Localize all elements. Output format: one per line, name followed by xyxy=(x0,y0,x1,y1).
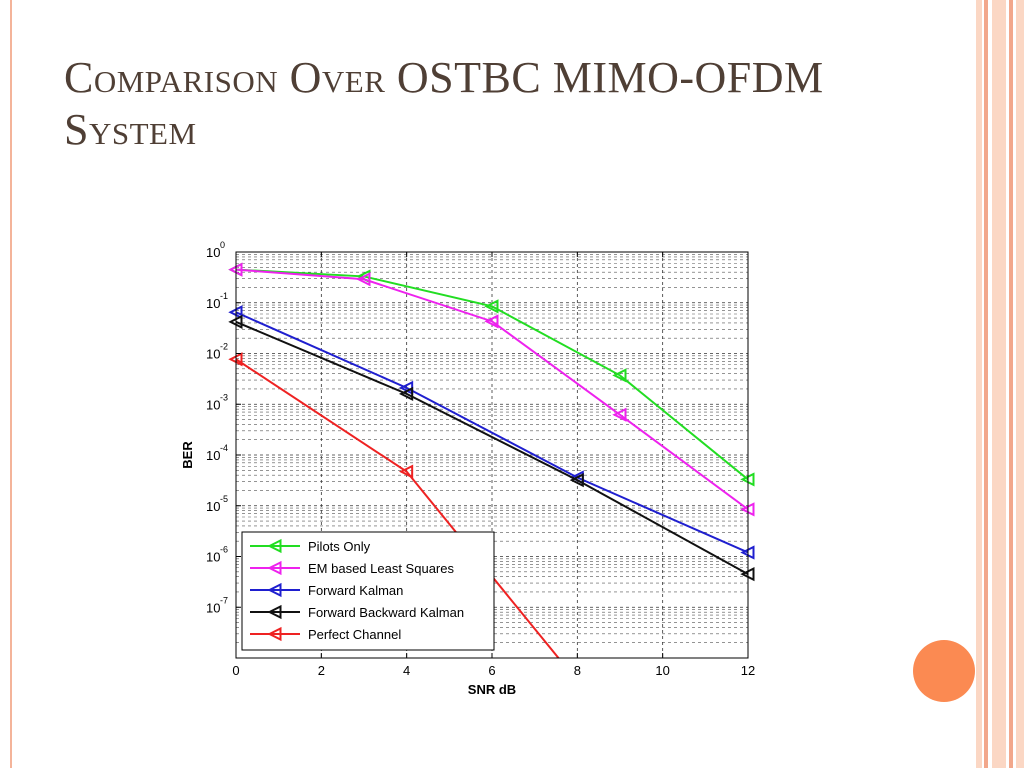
series-marker xyxy=(267,560,282,576)
series-line xyxy=(236,320,748,575)
series-marker xyxy=(267,626,282,642)
series-marker xyxy=(356,272,371,287)
y-tick-label-exponent: -5 xyxy=(220,494,228,504)
deco-band xyxy=(1009,0,1013,768)
y-tick-label-base: 10 xyxy=(206,499,220,514)
series-marker xyxy=(484,314,499,329)
y-tick-label-base: 10 xyxy=(206,550,220,565)
y-tick-label-exponent: -2 xyxy=(220,342,228,352)
series-marker xyxy=(612,368,627,383)
legend-label: Forward Kalman xyxy=(308,583,403,598)
y-tick-label-base: 10 xyxy=(206,296,220,311)
series-line xyxy=(236,311,748,554)
legend-label: Perfect Channel xyxy=(308,627,401,642)
left-decorative-rule xyxy=(10,0,12,768)
x-tick-label: 0 xyxy=(232,663,239,678)
series-marker xyxy=(398,464,414,479)
legend-label: Forward Backward Kalman xyxy=(308,605,464,620)
series-line xyxy=(236,268,748,511)
y-tick-label-exponent: -7 xyxy=(220,595,228,605)
x-axis-label: SNR dB xyxy=(468,682,516,697)
series-marker xyxy=(484,299,499,314)
y-tick-label-base: 10 xyxy=(206,600,220,615)
x-tick-label: 8 xyxy=(574,663,581,678)
x-tick-label: 10 xyxy=(655,663,669,678)
decorative-orange-circle xyxy=(913,640,975,702)
y-tick-label-base: 10 xyxy=(206,245,220,260)
x-tick-label: 6 xyxy=(488,663,495,678)
x-tick-label: 2 xyxy=(318,663,325,678)
legend-label: Pilots Only xyxy=(308,539,371,554)
y-axis-label: BER xyxy=(180,441,195,469)
deco-band xyxy=(992,0,1006,768)
series-marker xyxy=(398,386,414,402)
deco-band xyxy=(984,0,988,768)
y-tick-label-exponent: -3 xyxy=(220,392,228,402)
ber-chart: 0 2 4 6 8 10 12 10 0 10 -1 10 -2 10 -3 10 -4 10 -5 10 -6 10 -7… xyxy=(170,230,770,700)
deco-band xyxy=(1016,0,1024,768)
slide-title: Comparison Over OSTBC MIMO-OFDM System xyxy=(64,53,824,154)
deco-band xyxy=(976,0,982,768)
x-tick-label: 12 xyxy=(741,663,755,678)
series-line xyxy=(236,358,560,658)
y-tick-label-exponent: -4 xyxy=(220,443,228,453)
x-tick-label: 4 xyxy=(403,663,410,678)
y-tick-label-base: 10 xyxy=(206,397,220,412)
y-tick-label-exponent: -6 xyxy=(220,545,228,555)
series-line xyxy=(236,268,748,481)
series-marker xyxy=(267,582,282,598)
y-tick-label-base: 10 xyxy=(206,347,220,362)
legend-label: EM based Least Squares xyxy=(308,561,454,576)
series-marker xyxy=(612,407,627,422)
y-tick-label-base: 10 xyxy=(206,448,220,463)
series-marker xyxy=(569,472,584,488)
series-marker xyxy=(267,604,282,620)
y-tick-label-exponent: 0 xyxy=(220,240,225,250)
right-decorative-bands xyxy=(976,0,1024,768)
series-marker xyxy=(267,538,282,554)
y-tick-label-exponent: -1 xyxy=(220,291,228,301)
